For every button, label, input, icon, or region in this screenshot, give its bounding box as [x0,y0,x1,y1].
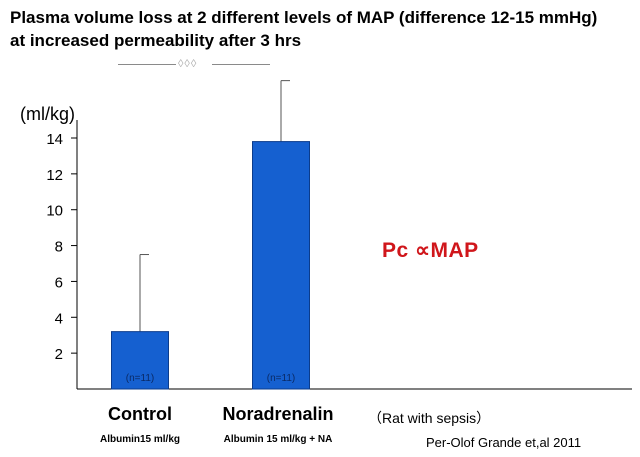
bar-n-label: (n=11) [267,373,295,384]
pc-map-callout: Pc ∝MAP [382,239,479,262]
y-tick-label: 10 [46,203,63,220]
bar-control [111,331,169,390]
significance-marker: ◊◊◊ [178,58,198,70]
group-label-control: Control [108,404,172,424]
group-label-noradrenalin: Noradrenalin [222,404,334,424]
bar-n-label: (n=11) [126,373,154,384]
y-tick-label: 2 [55,346,63,363]
y-tick-label: 14 [46,131,63,148]
bar-noradrenalin [252,141,310,390]
chart-title: Plasma volume loss at 2 different levels… [10,8,598,50]
y-tick-label: 4 [55,310,63,327]
y-axis-unit-label: (ml/kg) [20,104,75,124]
y-tick-label: 6 [55,274,63,291]
group-sub-control: Albumin15 ml/kg [99,434,180,445]
group-sub-noradrenalin: Albumin 15 ml/kg + NA [223,434,333,445]
significance-bracket-right [212,64,270,65]
significance-bracket-left [118,64,176,65]
sepsis-note: （Rat with sepsis） [368,410,491,426]
y-tick-label: 12 [46,167,63,184]
citation: Per-Olof Grande et,al 2011 [426,435,582,450]
y-tick-label: 8 [55,239,63,256]
